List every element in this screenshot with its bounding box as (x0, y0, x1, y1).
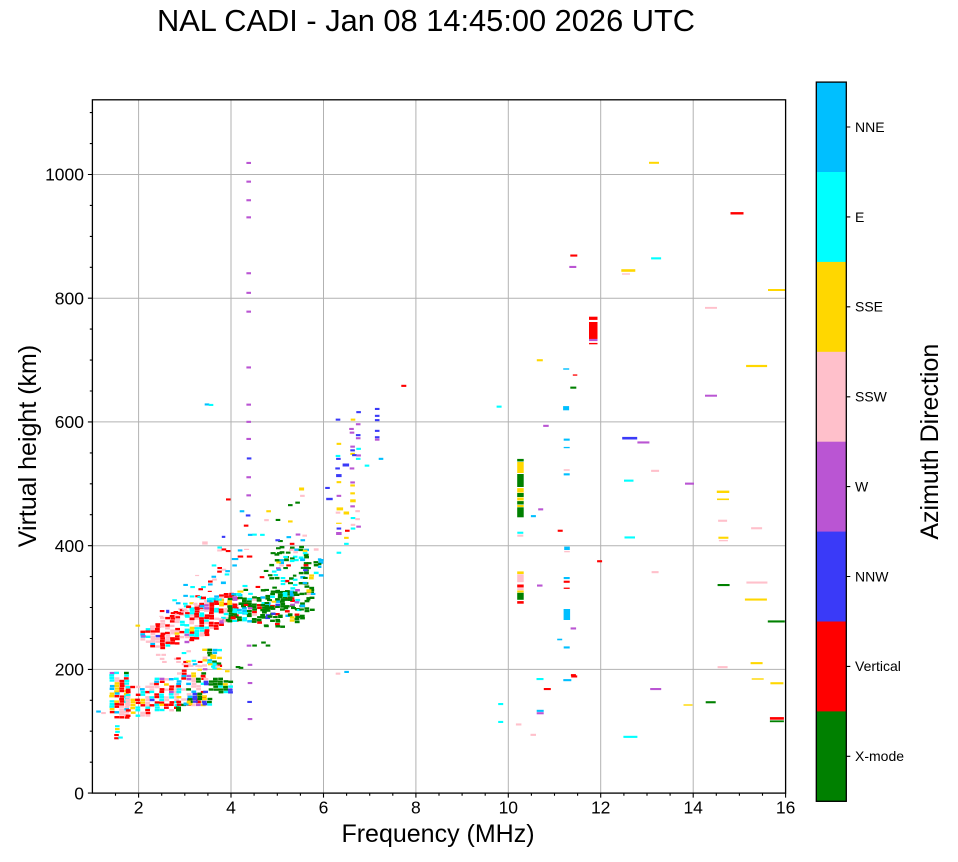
svg-text:0: 0 (74, 783, 84, 803)
svg-text:400: 400 (55, 536, 84, 556)
svg-text:1000: 1000 (45, 165, 84, 185)
svg-text:W: W (855, 478, 869, 494)
svg-text:Azimuth Direction: Azimuth Direction (916, 344, 944, 540)
svg-text:16: 16 (776, 798, 795, 818)
svg-text:200: 200 (55, 660, 84, 680)
svg-text:Virtual height (km): Virtual height (km) (14, 345, 42, 547)
svg-text:E: E (855, 209, 864, 225)
svg-text:800: 800 (55, 288, 84, 308)
svg-text:2: 2 (134, 798, 144, 818)
svg-text:10: 10 (499, 798, 519, 818)
svg-text:600: 600 (55, 412, 84, 432)
svg-text:6: 6 (319, 798, 329, 818)
svg-text:SSW: SSW (855, 389, 888, 405)
svg-text:12: 12 (591, 798, 610, 818)
svg-text:8: 8 (411, 798, 421, 818)
svg-text:NNW: NNW (855, 568, 889, 584)
svg-text:14: 14 (683, 798, 703, 818)
svg-text:4: 4 (226, 798, 236, 818)
svg-text:NNE: NNE (855, 119, 885, 135)
svg-text:SSE: SSE (855, 299, 883, 315)
svg-text:Vertical: Vertical (855, 658, 901, 674)
svg-text:Frequency (MHz): Frequency (MHz) (341, 820, 534, 848)
svg-text:X-mode: X-mode (855, 748, 904, 764)
svg-text:NAL CADI - Jan 08 14:45:00 202: NAL CADI - Jan 08 14:45:00 2026 UTC (157, 3, 695, 38)
